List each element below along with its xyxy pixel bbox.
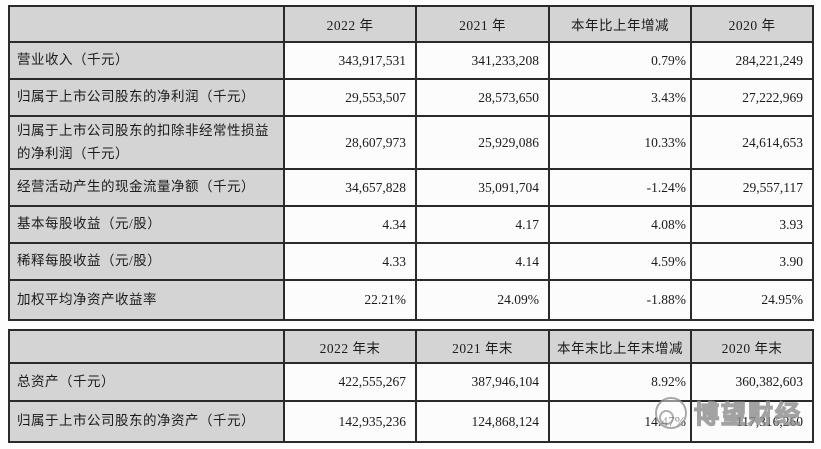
- header-row: 2022 年末 2021 年末 本年末比上年末增减 2020 年末: [8, 329, 814, 364]
- value-cell: 3.43%: [548, 78, 692, 117]
- value-cell: 3.90: [690, 242, 814, 281]
- value-cell: 35,091,704: [415, 168, 550, 207]
- value-cell: 27,222,969: [690, 78, 814, 117]
- value-cell: -1.24%: [548, 168, 692, 207]
- value-cell: 4.34: [283, 205, 417, 244]
- value-cell: 34,657,828: [283, 168, 417, 207]
- value-cell: 8.92%: [548, 362, 692, 402]
- value-cell: 3.93: [690, 205, 814, 244]
- value-cell: 24.09%: [415, 279, 550, 321]
- period-end-financials-table: 2022 年末 2021 年末 本年末比上年末增减 2020 年末 总资产（千元） 422…: [8, 329, 814, 443]
- table-row: 总资产（千元） 422,555,267 387,946,104 8.92% 360,38…: [8, 362, 814, 402]
- value-cell: 142,935,236: [283, 400, 417, 443]
- value-cell: 4.08%: [548, 205, 692, 244]
- value-cell: 117,316,260: [690, 400, 814, 443]
- row-label: 归属于上市公司股东的扣除非经常性损益的净利润（千元）: [8, 115, 285, 170]
- value-cell: 24,614,653: [690, 115, 814, 170]
- value-cell: 4.33: [283, 242, 417, 281]
- value-cell: 14.47%: [548, 400, 692, 443]
- corner-cell: [8, 329, 285, 364]
- value-cell: 28,607,973: [283, 115, 417, 170]
- value-cell: -1.88%: [548, 279, 692, 321]
- value-cell: 10.33%: [548, 115, 692, 170]
- row-label: 营业收入（千元）: [8, 41, 285, 80]
- row-label: 稀释每股收益（元/股）: [8, 242, 285, 281]
- value-cell: 4.59%: [548, 242, 692, 281]
- table-row: 加权平均净资产收益率 22.21% 24.09% -1.88% 24.95%: [8, 279, 814, 321]
- value-cell: 343,917,531: [283, 41, 417, 80]
- row-label: 归属于上市公司股东的净资产（千元）: [8, 400, 285, 443]
- column-header: 本年末比上年末增减: [548, 329, 692, 364]
- column-header: 2022 年末: [283, 329, 417, 364]
- value-cell: 422,555,267: [283, 362, 417, 402]
- table-row: 经营活动产生的现金流量净额（千元） 34,657,828 35,091,704 -1.…: [8, 168, 814, 207]
- table-row: 基本每股收益（元/股） 4.34 4.17 4.08% 3.93: [8, 205, 814, 244]
- value-cell: 4.14: [415, 242, 550, 281]
- row-label: 经营活动产生的现金流量净额（千元）: [8, 168, 285, 207]
- value-cell: 360,382,603: [690, 362, 814, 402]
- table-row: 归属于上市公司股东的扣除非经常性损益的净利润（千元） 28,607,973 25,9…: [8, 115, 814, 170]
- key-financials-table: 2022 年 2021 年本年比上年增减 2020 年营业收入（千元） 343,917…: [8, 5, 814, 321]
- row-label: 基本每股收益（元/股）: [8, 205, 285, 244]
- value-cell: 284,221,249: [690, 41, 814, 80]
- value-cell: 25,929,086: [415, 115, 550, 170]
- value-cell: 4.17: [415, 205, 550, 244]
- table-row: 稀释每股收益（元/股） 4.33 4.14 4.59% 3.90: [8, 242, 814, 281]
- column-header: 2021 年末: [415, 329, 550, 364]
- header-row: 2022 年 2021 年本年比上年增减 2020 年: [8, 5, 814, 43]
- column-header: 2022 年: [283, 5, 417, 43]
- value-cell: 28,573,650: [415, 78, 550, 117]
- row-label: 归属于上市公司股东的净利润（千元）: [8, 78, 285, 117]
- table-row: 营业收入（千元） 343,917,531 341,233,208 0.79% 284,2…: [8, 41, 814, 80]
- row-label: 加权平均净资产收益率: [8, 279, 285, 321]
- column-header: 本年比上年增减: [548, 5, 692, 43]
- value-cell: 387,946,104: [415, 362, 550, 402]
- value-cell: 124,868,124: [415, 400, 550, 443]
- value-cell: 0.79%: [548, 41, 692, 80]
- value-cell: 29,553,507: [283, 78, 417, 117]
- row-label: 总资产（千元）: [8, 362, 285, 402]
- value-cell: 29,557,117: [690, 168, 814, 207]
- column-header: 2021 年: [415, 5, 550, 43]
- corner-cell: [8, 5, 285, 43]
- column-header: 2020 年: [690, 5, 814, 43]
- value-cell: 24.95%: [690, 279, 814, 321]
- value-cell: 22.21%: [283, 279, 417, 321]
- value-cell: 341,233,208: [415, 41, 550, 80]
- table-row: 归属于上市公司股东的净利润（千元） 29,553,507 28,573,650 3.4…: [8, 78, 814, 117]
- table-row: 归属于上市公司股东的净资产（千元） 142,935,236 124,868,124 1…: [8, 400, 814, 443]
- column-header: 2020 年末: [690, 329, 814, 364]
